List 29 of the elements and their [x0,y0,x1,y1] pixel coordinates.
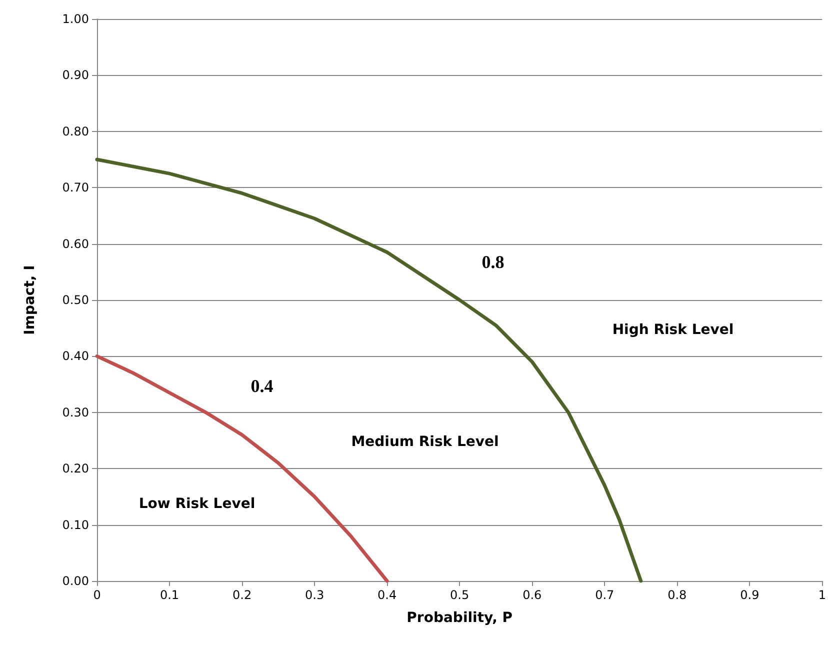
y-tick-label: 0.90 [62,68,89,82]
annotation: High Risk Level [612,322,734,338]
y-tick-label: 0.60 [62,236,89,251]
x-tick-label: 0.7 [595,588,614,602]
y-tick-label: 0.20 [62,462,89,476]
x-tick-label: 0 [93,588,101,602]
annotation: Medium Risk Level [351,434,499,450]
x-tick-label: 0.2 [232,588,252,602]
x-tick-label: 0.6 [522,588,542,602]
x-tick-label: 0.5 [450,588,470,602]
y-tick-label: 1.00 [62,12,89,26]
x-tick-label: 0.3 [305,588,324,602]
x-tick-label: 0.4 [378,588,397,602]
y-axis-title: Impact, I [22,265,38,335]
x-tick-label: 0.1 [160,588,180,602]
x-tick-label: 0.9 [740,588,760,602]
x-tick-label: 1 [818,588,826,602]
y-tick-label: 0.10 [62,518,89,532]
y-tick-label: 0.00 [62,574,89,588]
annotation: 0.8 [482,252,504,272]
y-tick-label: 0.80 [62,124,89,138]
y-tick-label: 0.50 [62,293,89,307]
y-tick-label: 0.70 [62,180,89,195]
annotation: 0.4 [250,376,274,396]
x-tick-label: 0.8 [668,588,687,602]
annotation: Low Risk Level [138,496,256,512]
x-axis-title: Probability, P [406,610,513,626]
y-tick-label: 0.40 [62,349,89,364]
y-tick-label: 0.30 [62,405,89,420]
